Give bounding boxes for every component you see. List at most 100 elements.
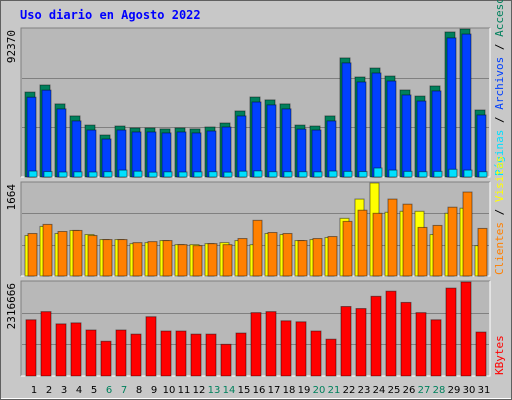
legend-separator: / — [493, 37, 506, 57]
bar — [370, 295, 382, 377]
bar — [445, 287, 457, 377]
legend-separator: / — [493, 110, 506, 130]
bar — [341, 62, 352, 178]
bar — [43, 171, 53, 178]
bar — [236, 115, 247, 178]
x-tick-label: 4 — [76, 385, 82, 396]
x-tick-label: 20 — [313, 385, 326, 396]
bar — [177, 244, 188, 277]
legend-entry: Accesos — [493, 0, 506, 37]
bar — [163, 171, 173, 178]
bar — [56, 108, 67, 178]
bar — [235, 332, 247, 377]
x-tick-label: 30 — [463, 385, 476, 396]
bar — [130, 333, 142, 377]
bar — [58, 171, 68, 178]
x-tick-label: 7 — [121, 385, 127, 396]
x-tick-label: 8 — [136, 385, 142, 396]
bar — [190, 333, 202, 377]
bar — [478, 171, 488, 178]
bar — [296, 128, 307, 178]
x-tick-label: 27 — [418, 385, 431, 396]
bar — [250, 312, 262, 377]
bar — [448, 168, 458, 178]
bar — [371, 72, 382, 178]
bar — [415, 312, 427, 377]
x-tick-label: 11 — [178, 385, 191, 396]
bar — [418, 171, 428, 178]
bar — [447, 206, 458, 277]
bar — [326, 120, 337, 178]
bar — [417, 226, 428, 277]
bar — [477, 227, 488, 277]
legend-entry: Páginas — [493, 130, 506, 176]
legend-entry: Archivos — [493, 57, 506, 110]
bar — [220, 343, 232, 377]
x-tick-label: 25 — [388, 385, 401, 396]
bar — [161, 132, 172, 178]
bar — [475, 331, 487, 377]
bar — [400, 301, 412, 377]
bar — [388, 169, 398, 178]
legend-entry: Visitas — [493, 156, 506, 202]
bar — [401, 94, 412, 178]
bar — [176, 131, 187, 178]
bar — [460, 281, 472, 377]
legend-entry: KBytes — [493, 335, 506, 375]
bar — [237, 238, 248, 277]
bar — [343, 170, 353, 178]
bar — [102, 239, 113, 277]
x-tick-label: 2 — [46, 385, 52, 396]
x-tick-label: 23 — [358, 385, 371, 396]
bar — [372, 212, 383, 277]
bar — [430, 319, 442, 377]
bar — [328, 170, 338, 178]
bar — [313, 171, 323, 178]
bar — [132, 242, 143, 277]
bar — [191, 132, 202, 178]
x-tick-label: 17 — [268, 385, 281, 396]
x-tick-label: 26 — [403, 385, 416, 396]
bar — [25, 319, 37, 377]
legend: KBytes — [493, 335, 506, 375]
bar — [462, 191, 473, 277]
bar — [280, 320, 292, 377]
bar — [282, 233, 293, 277]
bar — [355, 308, 367, 377]
bar — [41, 89, 52, 178]
x-tick-label: 16 — [253, 385, 266, 396]
x-tick-label: 24 — [373, 385, 386, 396]
bar — [311, 129, 322, 178]
bar — [385, 290, 397, 377]
x-tick-label: 10 — [163, 385, 176, 396]
bar — [146, 131, 157, 178]
bar — [206, 130, 217, 178]
bar — [192, 245, 203, 277]
legend: Páginas / Archivos / Accesos — [493, 0, 506, 176]
bar — [55, 323, 67, 377]
x-tick-label: 19 — [298, 385, 311, 396]
bar — [463, 169, 473, 178]
bar — [476, 114, 487, 178]
bar — [205, 333, 217, 377]
bar — [72, 229, 83, 277]
x-tick-label: 18 — [283, 385, 296, 396]
bar — [310, 330, 322, 377]
bar — [73, 171, 83, 178]
x-tick-label: 31 — [478, 385, 491, 396]
bar — [432, 224, 443, 277]
bar — [267, 232, 278, 277]
bar — [42, 223, 53, 277]
bar — [238, 170, 248, 178]
x-tick-label: 12 — [193, 385, 206, 396]
bar — [223, 171, 233, 178]
x-tick-label: 21 — [328, 385, 341, 396]
bar — [103, 171, 113, 178]
bar — [295, 321, 307, 377]
legend-entry: Clientes — [493, 222, 506, 275]
x-tick-label: 6 — [106, 385, 112, 396]
bar — [178, 171, 188, 178]
x-tick-label: 29 — [448, 385, 461, 396]
bar — [26, 96, 37, 178]
